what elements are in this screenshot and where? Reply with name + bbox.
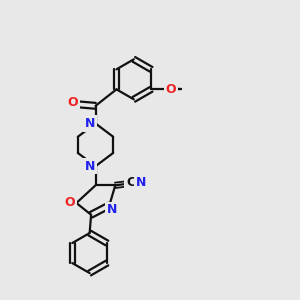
Text: O: O: [166, 83, 176, 96]
Text: N: N: [136, 176, 146, 190]
Text: N: N: [85, 117, 95, 130]
Text: N: N: [106, 203, 117, 216]
Text: O: O: [68, 96, 79, 110]
Text: C: C: [126, 176, 135, 190]
Text: N: N: [85, 160, 95, 173]
Text: O: O: [64, 196, 75, 209]
